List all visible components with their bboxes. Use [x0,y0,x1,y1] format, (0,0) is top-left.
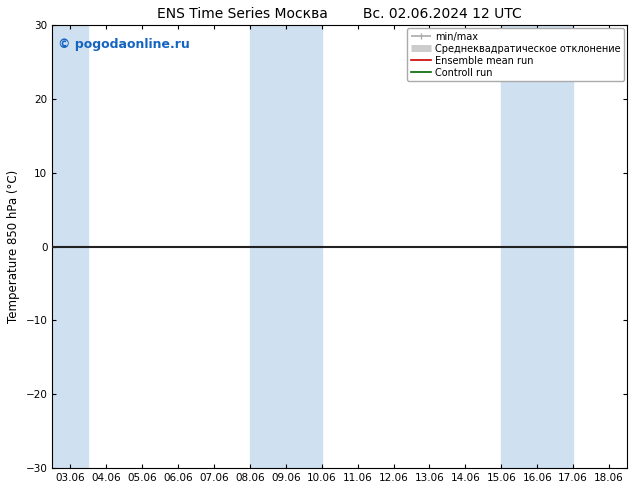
Bar [501,25,573,468]
Text: © pogodaonline.ru: © pogodaonline.ru [58,38,190,51]
Title: ENS Time Series Москва        Вс. 02.06.2024 12 UTC: ENS Time Series Москва Вс. 02.06.2024 12… [157,7,522,21]
Bar [52,25,88,468]
Bar [250,25,321,468]
Legend: min/max, Среднеквадратическое отклонение, Ensemble mean run, Controll run: min/max, Среднеквадратическое отклонение… [408,28,624,81]
Y-axis label: Temperature 850 hPa (°C): Temperature 850 hPa (°C) [7,170,20,323]
